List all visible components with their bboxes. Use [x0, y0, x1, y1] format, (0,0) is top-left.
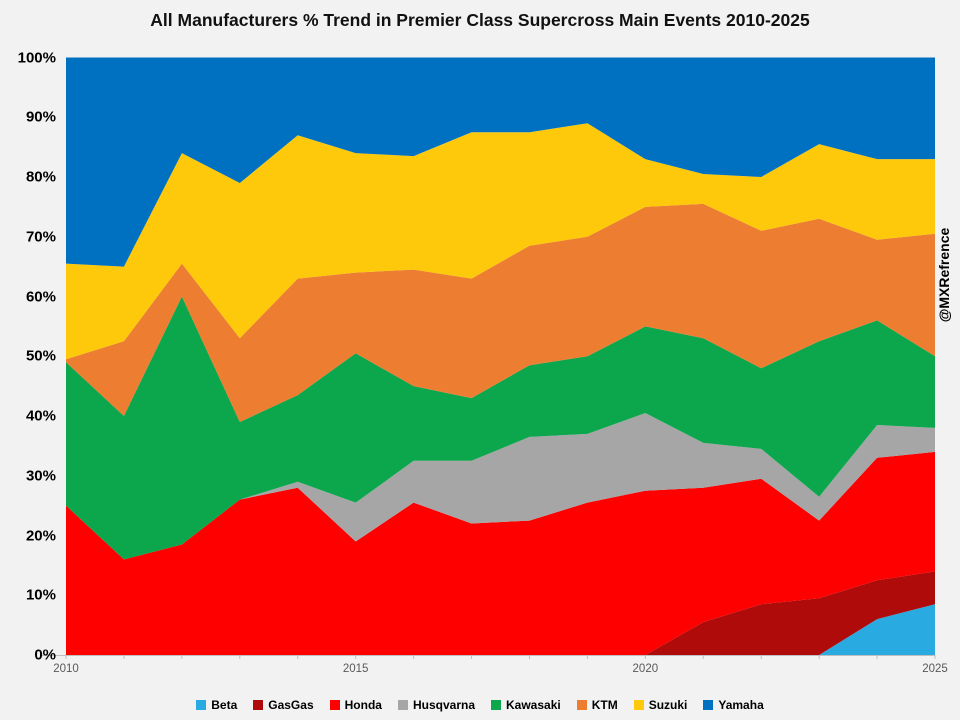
legend-label: Yamaha	[718, 698, 764, 712]
legend-label: Suzuki	[648, 698, 688, 712]
legend-item-suzuki: Suzuki	[633, 698, 688, 712]
x-tick-label: 2010	[53, 663, 79, 675]
watermark-text: @MXRefrence	[936, 227, 952, 323]
y-tick-label: 10%	[25, 586, 56, 604]
legend-swatch-gasgas	[253, 700, 264, 710]
legend-label: KTM	[591, 698, 618, 712]
watermark-container: @MXRefrence	[932, 160, 956, 390]
legend-swatch-beta	[196, 700, 207, 710]
area-band-ktm	[66, 203, 935, 422]
legend-swatch-suzuki	[633, 700, 644, 710]
legend-item-beta: Beta	[196, 698, 237, 712]
legend-label: Beta	[211, 698, 238, 712]
legend-label: Kawasaki	[506, 698, 561, 712]
y-tick-label: 90%	[25, 108, 56, 126]
y-tick-label: 70%	[25, 228, 56, 246]
y-tick-label: 30%	[25, 467, 56, 485]
legend-label: GasGas	[268, 698, 314, 712]
legend-item-husqvarna: Husqvarna	[397, 698, 475, 712]
x-tick-label: 2020	[632, 663, 659, 675]
legend-swatch-ktm	[576, 700, 587, 710]
area-band-yamaha	[66, 57, 935, 267]
area-band-gasgas	[66, 571, 935, 655]
area-band-honda	[66, 451, 935, 655]
x-tick-label: 2025	[922, 663, 948, 675]
chart-legend: Beta GasGas Honda Husqvarna Kawasaki KTM Suzuk…	[0, 698, 960, 712]
y-tick-label: 60%	[25, 288, 56, 305]
legend-item-yamaha: Yamaha	[703, 698, 764, 712]
x-tick-label: 2015	[342, 663, 369, 675]
area-band-husqvarna	[66, 413, 935, 560]
area-band-suzuki	[66, 123, 935, 360]
legend-label: Honda	[344, 698, 382, 712]
legend-swatch-honda	[329, 700, 340, 710]
legend-item-ktm: KTM	[576, 698, 618, 712]
y-tick-label: 100%	[17, 49, 56, 66]
legend-swatch-yamaha	[703, 700, 714, 710]
area-band-kawasaki	[66, 296, 935, 560]
legend-item-honda: Honda	[329, 698, 382, 712]
legend-item-gasgas: GasGas	[253, 698, 314, 712]
chart-title: All Manufacturers % Trend in Premier Cla…	[150, 10, 810, 30]
legend-item-kawasaki: Kawasaki	[491, 698, 561, 712]
y-tick-label: 0%	[34, 646, 56, 664]
legend-swatch-kawasaki	[491, 700, 501, 710]
y-tick-label: 50%	[25, 347, 56, 365]
legend-label: Husqvarna	[412, 698, 475, 712]
y-tick-label: 20%	[25, 527, 56, 544]
y-tick-label: 40%	[25, 407, 56, 425]
legend-swatch-husqvarna	[397, 700, 408, 710]
area-band-beta	[66, 604, 935, 655]
y-tick-label: 80%	[25, 168, 56, 186]
